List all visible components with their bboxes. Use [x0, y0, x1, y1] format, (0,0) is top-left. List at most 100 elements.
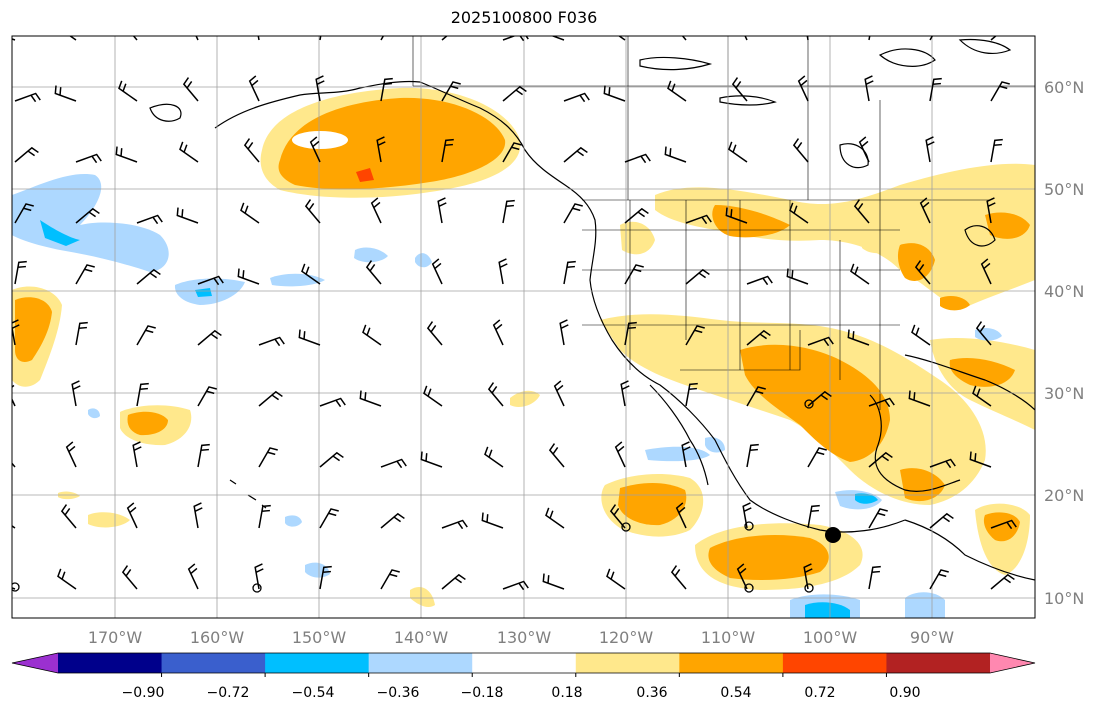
map-title: 2025100800 F036: [450, 8, 598, 27]
colorbar-segment: [58, 653, 163, 673]
lon-label: 160°W: [190, 628, 245, 647]
wind-barb: [359, 390, 382, 407]
wind-barb: [559, 319, 569, 346]
wind-barb: [929, 458, 956, 469]
wind-barb: [132, 441, 142, 468]
wind-barb: [441, 519, 468, 530]
wind-barb: [685, 325, 705, 346]
colorbar-segment: [161, 653, 266, 673]
boundaries: [412, 36, 1035, 410]
lat-label: 30°N: [1044, 384, 1084, 403]
lon-label: 100°W: [803, 628, 858, 647]
wind-barb: [624, 264, 644, 285]
wind-barb: [258, 336, 285, 347]
lat-label: 50°N: [1044, 180, 1084, 199]
wind-barb: [553, 380, 565, 407]
colorbar: [11, 652, 1036, 677]
wind-barb: [929, 512, 954, 529]
lon-label: 120°W: [599, 628, 654, 647]
wind-barb: [742, 502, 752, 529]
wind-barb: [75, 321, 88, 346]
wind-barb: [14, 146, 39, 163]
colorbar-segment: [368, 653, 473, 673]
wind-barb: [786, 268, 809, 285]
wind-barb: [914, 260, 931, 285]
location-marker: [825, 527, 841, 543]
wind-barb: [380, 77, 393, 102]
colorbar-label: 0.36: [636, 685, 667, 701]
calm-circles: [12, 399, 814, 593]
wind-barb: [197, 329, 222, 346]
wind-barb: [746, 443, 759, 468]
wind-barb: [437, 197, 447, 224]
wind-barb: [136, 382, 149, 407]
wind-barb: [911, 324, 931, 346]
wind-barb: [248, 75, 260, 102]
colorbar-segment: [782, 653, 887, 673]
wind-barb: [858, 136, 870, 163]
wind-barb: [75, 153, 102, 164]
lon-label: 130°W: [497, 628, 552, 647]
colorbar-label: −0.18: [461, 685, 504, 701]
wind-barb: [736, 563, 748, 590]
colorbar-segment: [265, 653, 370, 673]
wind-barb: [420, 451, 443, 468]
wind-barb: [670, 565, 687, 590]
wind-barb: [685, 214, 712, 225]
wind-barb: [606, 568, 626, 590]
wind-barb: [126, 502, 138, 529]
wind-barb: [929, 77, 942, 102]
wind-barb: [969, 451, 992, 468]
wind-barb: [868, 508, 888, 529]
colorbar-segment: [472, 653, 577, 673]
colorbar-extend-min: [12, 653, 58, 673]
latitude-labels: 60°N 50°N 40°N 30°N 20°N 10°N: [1044, 78, 1084, 608]
wind-barb: [12, 319, 20, 346]
map-frame: [11, 35, 1036, 619]
wind-barb: [542, 573, 565, 590]
wind-barb: [614, 441, 626, 468]
colorbar-label: −0.90: [122, 685, 165, 701]
wind-barb: [136, 268, 161, 285]
wind-barb: [850, 263, 870, 285]
wind-barb: [121, 565, 138, 590]
wind-barb: [667, 80, 687, 102]
wind-barb: [319, 565, 332, 590]
wind-barb: [319, 508, 339, 529]
wind-barb: [929, 569, 949, 590]
wind-barb: [807, 336, 834, 347]
wind-barb: [376, 136, 386, 163]
colorbar-segment: [575, 653, 680, 673]
wind-barb: [868, 451, 893, 468]
wind-barb: [182, 77, 199, 102]
wind-barb: [731, 77, 748, 102]
wind-barb: [136, 214, 163, 225]
wind-barb: [57, 568, 77, 590]
wind-barb: [681, 441, 691, 468]
wind-barb: [502, 142, 522, 163]
wind-barb: [315, 75, 325, 102]
wind-barb: [864, 75, 874, 102]
wind-barb: [237, 268, 260, 285]
wind-barb: [197, 443, 210, 468]
longitude-labels: 170°W 160°W 150°W 140°W 130°W 120°W 110°…: [88, 628, 954, 647]
wind-barb: [792, 138, 809, 163]
wind-barb: [309, 136, 321, 163]
wind-barbs: [12, 36, 1017, 591]
wind-barb: [240, 202, 260, 224]
wind-barb: [746, 329, 771, 346]
wind-barb: [609, 504, 626, 529]
wind-barb: [545, 507, 565, 529]
wind-barb: [193, 502, 203, 529]
lat-label: 60°N: [1044, 78, 1084, 97]
wind-barb: [75, 207, 100, 224]
wind-barb: [426, 321, 443, 346]
wind-barb: [60, 504, 77, 529]
wind-barb: [807, 504, 820, 529]
map-background: [12, 36, 1035, 618]
wind-barb: [908, 390, 931, 407]
wind-barb: [54, 85, 77, 102]
wind-barb: [550, 36, 565, 41]
wind-barb: [441, 81, 461, 102]
